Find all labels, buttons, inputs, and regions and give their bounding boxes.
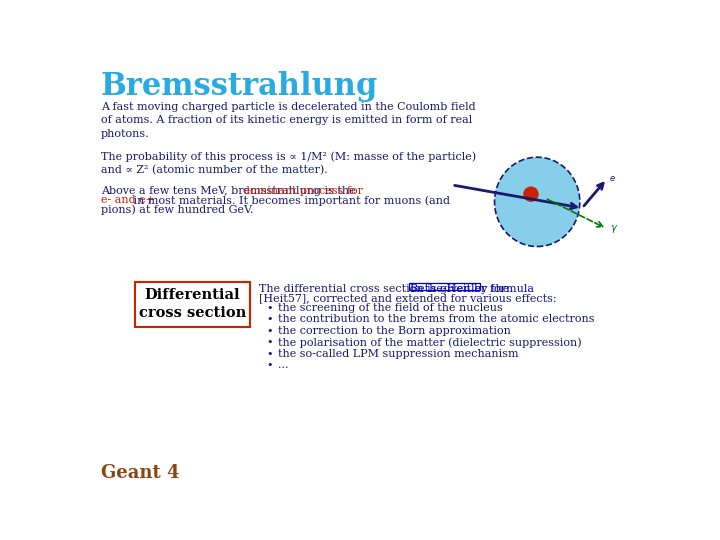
Text: A fast moving charged particle is decelerated in the Coulomb field
of atoms. A f: A fast moving charged particle is decele… (101, 102, 475, 139)
Circle shape (523, 186, 539, 202)
Text: the contribution to the brems from the atomic electrons: the contribution to the brems from the a… (279, 314, 595, 325)
Text: Geant 4: Geant 4 (101, 464, 179, 482)
Text: •: • (266, 326, 273, 336)
Text: $\gamma$: $\gamma$ (610, 223, 618, 235)
Bar (135, 282, 250, 327)
Text: the polarisation of the matter (dielectric suppression): the polarisation of the matter (dielectr… (279, 337, 582, 348)
Text: Differential
cross section: Differential cross section (139, 288, 246, 320)
Text: the so-called LPM suppression mechanism: the so-called LPM suppression mechanism (279, 349, 519, 359)
Text: The probability of this process is ∝ 1/M² (M: masse of the particle)
and ∝ Z² (a: The probability of this process is ∝ 1/M… (101, 151, 476, 176)
Text: The differential cross section is given by the: The differential cross section is given … (259, 284, 513, 294)
Text: •: • (266, 360, 273, 370)
Text: •: • (266, 314, 273, 325)
Text: e- and e+: e- and e+ (101, 195, 155, 205)
Text: Bremsstrahlung: Bremsstrahlung (101, 71, 378, 102)
Text: Bethe-Heitler formula: Bethe-Heitler formula (410, 284, 534, 294)
Text: dominant process for: dominant process for (243, 186, 363, 197)
Text: ...: ... (279, 360, 289, 370)
Bar (409, 283, 480, 291)
Text: •: • (266, 349, 273, 359)
Text: pions) at few hundred GeV.: pions) at few hundred GeV. (101, 204, 253, 215)
Text: the screening of the field of the nucleus: the screening of the field of the nucleu… (279, 303, 503, 313)
Text: the correction to the Born approximation: the correction to the Born approximation (279, 326, 511, 336)
Ellipse shape (495, 157, 580, 247)
Text: e: e (609, 174, 614, 183)
Text: [Heit57], corrected and extended for various effects:: [Heit57], corrected and extended for var… (259, 293, 557, 303)
Text: Above a few tens MeV, bremsstrahlung is the: Above a few tens MeV, bremsstrahlung is … (101, 186, 359, 197)
Text: •: • (266, 337, 273, 347)
Text: in most materials. It becomes important for muons (and: in most materials. It becomes important … (130, 195, 450, 206)
Text: •: • (266, 303, 273, 313)
